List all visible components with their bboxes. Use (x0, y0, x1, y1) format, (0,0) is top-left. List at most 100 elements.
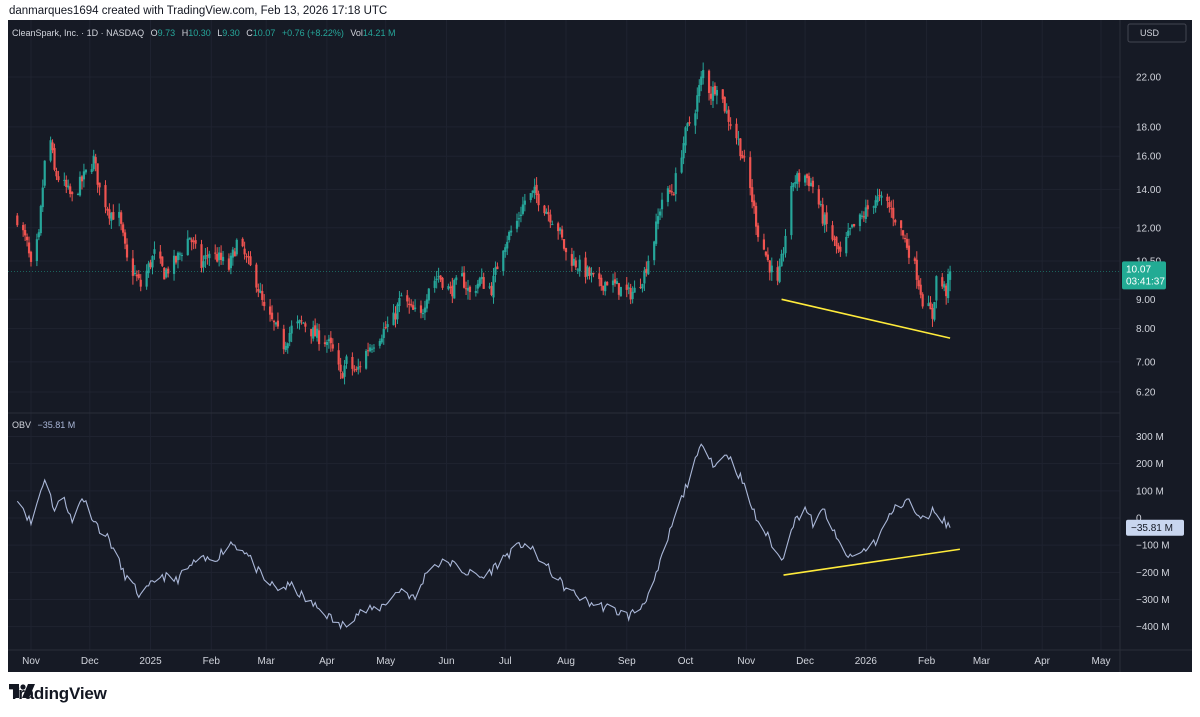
candle-body (598, 273, 601, 280)
candle-body (357, 366, 360, 370)
candle-body (796, 173, 799, 184)
candle-body (537, 193, 540, 206)
price-tick-label: 8.00 (1136, 324, 1156, 335)
candle-body (462, 272, 466, 288)
candle-body (412, 305, 415, 310)
trendlines[interactable] (781, 298, 961, 576)
candle-body (396, 304, 399, 320)
candle-body (805, 174, 809, 179)
candle-body (584, 257, 587, 278)
attribution-text: danmarques1694 created with TradingView.… (9, 5, 388, 17)
candle-body (351, 356, 354, 369)
candle-body (798, 172, 801, 182)
candle-body (564, 248, 568, 253)
candle-body (860, 215, 864, 217)
candle-body (684, 127, 687, 146)
candle-body (84, 169, 87, 173)
candle-body (921, 294, 924, 307)
candle-body (894, 219, 897, 223)
candle-body (915, 259, 918, 280)
candle-body (474, 290, 477, 293)
candle-body (535, 184, 538, 196)
chart-svg[interactable]: CleanSpark, Inc. · 1D · NASDAQ O9.73 H10… (8, 20, 1192, 672)
candle-body (821, 204, 824, 224)
candle-body (892, 207, 895, 219)
candle-body (803, 175, 807, 183)
candle-body (151, 255, 154, 268)
time-axis: Nov Dec 2025 Feb Mar Apr May Jun Jul Aug Sep Oct Nov… (22, 656, 1110, 667)
candle-body (139, 279, 142, 287)
candle-body (339, 364, 342, 372)
candle-body (433, 280, 436, 288)
candle-body (421, 313, 425, 315)
candle-body (435, 278, 438, 281)
candle-body (482, 277, 485, 289)
legend-header: CleanSpark, Inc. · 1D · NASDAQ O9.73 H10… (12, 28, 395, 38)
candle-body (700, 76, 703, 86)
candle-body (639, 286, 642, 288)
candle-body (153, 249, 156, 254)
candle-body (368, 347, 372, 352)
candle-body (521, 204, 524, 214)
time-tick-label: Feb (918, 656, 936, 667)
candle-body (461, 273, 464, 277)
countdown-value: 03:41:37 (1126, 276, 1165, 287)
candle-body (945, 285, 948, 297)
price-trendline (781, 298, 951, 339)
candle-body (394, 313, 397, 320)
candle-body (408, 303, 411, 306)
candle-body (729, 124, 732, 126)
candle-body (876, 196, 879, 203)
candle-body (219, 252, 223, 260)
candle-body (53, 148, 56, 170)
candle-body (27, 242, 31, 254)
candle-body (743, 156, 746, 158)
candle-body (25, 236, 29, 241)
candle-body (874, 200, 877, 208)
candle-body (176, 252, 180, 261)
candle-body (192, 240, 195, 242)
candle-body (366, 350, 370, 352)
candle-body (900, 220, 903, 229)
candle-body (833, 238, 836, 240)
candle-body (590, 272, 593, 276)
legend-open: 9.73 (158, 28, 176, 38)
candle-body (359, 366, 362, 368)
price-tick-label: 6.20 (1136, 388, 1156, 399)
candle-body (24, 230, 27, 236)
candle-body (276, 320, 280, 327)
grid (8, 20, 1120, 650)
candle-body (149, 262, 152, 268)
candle-body (410, 304, 413, 306)
time-tick-label: Jun (438, 656, 454, 667)
candle-body (125, 244, 129, 258)
candle-body (29, 251, 33, 262)
candle-body (249, 256, 252, 266)
candle-body (186, 238, 189, 256)
time-tick-label: Apr (1034, 656, 1050, 667)
candle-body (917, 280, 920, 287)
candle-body (778, 265, 781, 282)
candle-body (80, 176, 84, 182)
candle-body (282, 328, 285, 350)
time-tick-label: Nov (737, 656, 755, 667)
candle-body (370, 348, 374, 350)
candle-body (427, 288, 430, 301)
candle-body (682, 143, 685, 159)
candle-body (439, 275, 442, 280)
candle-body (167, 268, 170, 274)
obv-tick-label: −100 M (1136, 541, 1170, 552)
candle-body (137, 274, 140, 279)
candle-body (941, 277, 944, 287)
candle-body (688, 122, 691, 124)
candle-body (120, 212, 123, 224)
currency-button[interactable] (1127, 23, 1187, 43)
candle-body (447, 286, 450, 290)
candle-body (145, 270, 148, 287)
candle-body (672, 194, 675, 196)
candle-body (316, 328, 319, 338)
candle-body (807, 176, 811, 187)
obv-axis: 300 M 200 M 100 M 0 −100 M −200 M −300 M −400 M (1136, 432, 1170, 633)
candle-body (229, 255, 232, 269)
candle-body (478, 278, 481, 286)
